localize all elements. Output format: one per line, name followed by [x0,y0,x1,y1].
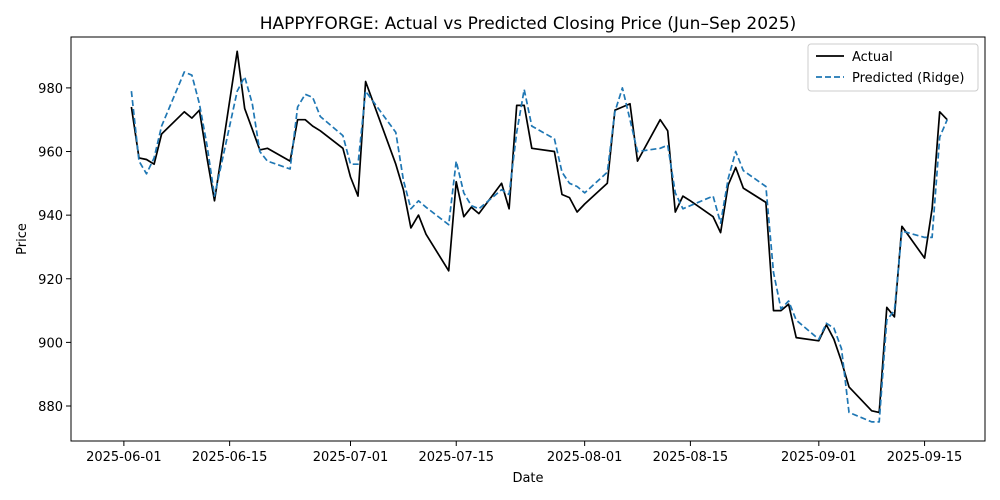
chart-title: HAPPYFORGE: Actual vs Predicted Closing … [260,14,797,34]
y-tick-label: 980 [38,82,63,97]
y-tick-label: 880 [38,400,63,415]
series-line-predicted [130,71,948,423]
series-line-actual [130,50,948,414]
legend: Actual Predicted (Ridge) [807,43,979,92]
plot-frame [70,36,986,442]
series-layer [130,50,948,423]
x-tick-label: 2025-06-15 [192,450,268,465]
x-tick-label: 2025-09-01 [781,450,857,465]
plot-area [70,36,986,442]
y-axis-label: Price [15,223,30,255]
x-tick-label: 2025-08-01 [547,450,623,465]
legend-box [807,43,979,92]
y-tick-label: 940 [38,209,63,224]
x-axis: 2025-06-01 2025-06-15 2025-07-01 2025-07-15… [86,441,962,465]
x-tick-label: 2025-07-01 [313,450,389,465]
legend-label-actual: Actual [852,50,893,65]
x-tick-label: 2025-07-15 [418,450,494,465]
y-tick-label: 960 [38,146,63,161]
x-tick-label: 2025-09-15 [887,450,963,465]
x-axis-label: Date [512,471,543,486]
y-tick-label: 920 [38,273,63,288]
y-tick-label: 900 [38,336,63,351]
x-tick-label: 2025-08-15 [653,450,729,465]
x-tick-label: 2025-06-01 [86,450,162,465]
y-axis: 880 900 920 940 960 980 [38,82,71,415]
legend-label-predicted: Predicted (Ridge) [852,71,964,86]
